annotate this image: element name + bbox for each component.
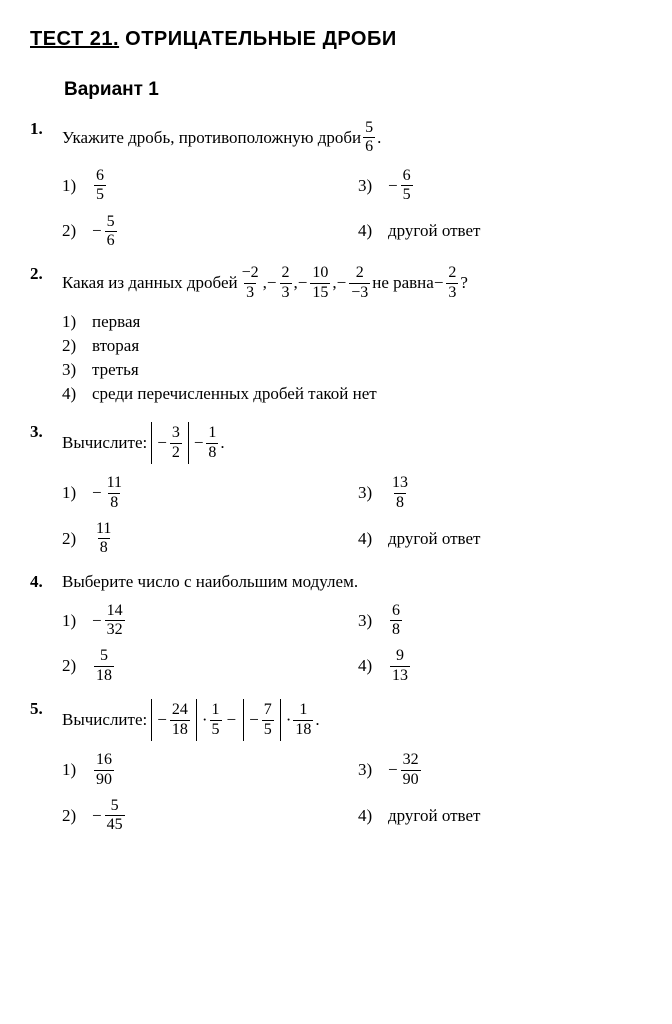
question-text: Вычислите: −32 − 18 . xyxy=(62,422,225,464)
question-number: 4. xyxy=(30,572,62,686)
option-4: 4) другой ответ xyxy=(358,213,642,251)
option-3: 3) 68 xyxy=(358,602,642,640)
abs-bar-icon xyxy=(188,422,190,464)
question-text: Вычислите: −2418 · 15 − −75 · 118 . xyxy=(62,699,320,741)
option-1: 1) 1690 xyxy=(62,751,346,789)
options: 1)первая 2)вторая 3)третья 4)среди переч… xyxy=(62,312,642,404)
option-4: 4) другой ответ xyxy=(358,520,642,558)
options: 1) 65 3) −65 2) −56 4) другой ответ xyxy=(62,167,642,251)
options: 1) 1690 3) −3290 2) −545 4) другой ответ xyxy=(62,751,642,835)
option-3: 3)третья xyxy=(62,360,642,380)
options: 1) −1432 3) 68 2) 518 4) 913 xyxy=(62,602,642,686)
option-2: 2)вторая xyxy=(62,336,642,356)
question-text: Укажите дробь, противоположную дроби 56 … xyxy=(62,119,381,157)
option-1: 1) 65 xyxy=(62,167,346,205)
options: 1) −118 3) 138 2) 118 4) другой ответ xyxy=(62,474,642,558)
page-title: ТЕСТ 21. ОТРИЦАТЕЛЬНЫЕ ДРОБИ xyxy=(30,28,642,51)
question-text: Какая из данных дробей −23 , −23 , −1015… xyxy=(62,264,468,302)
question-2: 2. Какая из данных дробей −23 , −23 , −1… xyxy=(30,264,642,408)
variant-heading: Вариант 1 xyxy=(64,79,642,101)
option-4: 4) другой ответ xyxy=(358,797,642,835)
fraction: 56 xyxy=(363,119,375,157)
question-number: 2. xyxy=(30,264,62,408)
option-3: 3) −65 xyxy=(358,167,642,205)
question-number: 3. xyxy=(30,422,62,558)
option-2: 2) −545 xyxy=(62,797,346,835)
option-4: 4)среди перечисленных дробей такой нет xyxy=(62,384,642,404)
abs-bar-icon xyxy=(243,699,245,741)
question-4: 4. Выберите число с наибольшим модулем. … xyxy=(30,572,642,686)
option-4: 4) 913 xyxy=(358,647,642,685)
title-prefix: ТЕСТ 21. xyxy=(30,28,119,50)
question-number: 5. xyxy=(30,699,62,835)
option-1: 1) −1432 xyxy=(62,602,346,640)
option-2: 2) 118 xyxy=(62,520,346,558)
question-5: 5. Вычислите: −2418 · 15 − −75 · 118 . 1… xyxy=(30,699,642,835)
option-1: 1) −118 xyxy=(62,474,346,512)
option-2: 2) 518 xyxy=(62,647,346,685)
option-1: 1)первая xyxy=(62,312,642,332)
abs-bar-icon xyxy=(151,422,153,464)
option-3: 3) 138 xyxy=(358,474,642,512)
question-text: Выберите число с наибольшим модулем. xyxy=(62,572,642,592)
abs-bar-icon xyxy=(151,699,153,741)
question-1: 1. Укажите дробь, противоположную дроби … xyxy=(30,119,642,250)
abs-bar-icon xyxy=(196,699,198,741)
abs-bar-icon xyxy=(280,699,282,741)
question-3: 3. Вычислите: −32 − 18 . 1) −118 3) 138 … xyxy=(30,422,642,558)
option-3: 3) −3290 xyxy=(358,751,642,789)
title-rest: ОТРИЦАТЕЛЬНЫЕ ДРОБИ xyxy=(119,28,397,50)
option-2: 2) −56 xyxy=(62,213,346,251)
question-number: 1. xyxy=(30,119,62,250)
